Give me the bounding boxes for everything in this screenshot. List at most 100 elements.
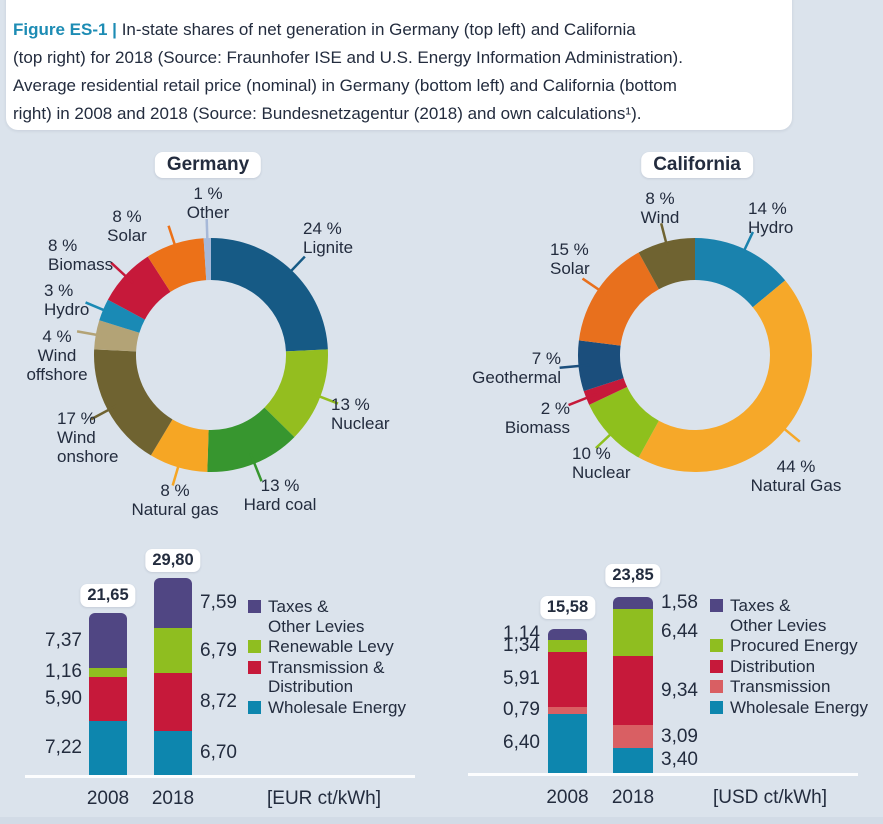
value-label-transmission-distribution-2008: 5,90 xyxy=(45,687,82,709)
bar-segment-renewable-levy-2008 xyxy=(89,668,127,677)
legend-swatch-wholesale-energy xyxy=(248,700,261,714)
donut-slice-nuclear xyxy=(589,386,659,458)
caption-text-1: In-state shares of net generation in Ger… xyxy=(121,20,636,39)
bar-segment-wholesale-energy-2018 xyxy=(154,730,192,775)
legend-item-wholesale-energy: Wholesale Energy xyxy=(248,698,406,718)
legend-label-line: Renewable Levy xyxy=(268,637,394,656)
donut-label-line: offshore xyxy=(26,365,88,384)
value-label-distribution-2018: 9,34 xyxy=(661,679,698,701)
donut-slice-biomass xyxy=(583,378,628,405)
donut-label-line: 15 % xyxy=(550,240,589,259)
donut-slice-biomass xyxy=(107,256,171,320)
legend-swatch-distribution xyxy=(710,659,723,673)
donut-label-line: Solar xyxy=(107,226,147,245)
donut-label-solar: 8 % Solar xyxy=(107,207,147,245)
donut-slice-wind-onshore xyxy=(93,349,173,456)
bar-segment-procured-energy-2018 xyxy=(613,608,653,657)
caption-line-3: Average residential retail price (nomina… xyxy=(13,76,677,95)
bar-segment-wholesale-energy-2018 xyxy=(613,747,653,773)
donut-slice-natural-gas xyxy=(150,419,209,472)
donut-label-line: 8 % xyxy=(112,207,142,226)
donut-label-line: Other xyxy=(186,203,230,222)
bar-segment-distribution-2008 xyxy=(548,651,587,707)
donut-label-natural-gas: 8 % Natural gas xyxy=(132,481,219,519)
donut-label-line: 24 % xyxy=(303,219,342,238)
donut-label-line: 1 % xyxy=(193,184,223,203)
legend-item-wholesale-energy: Wholesale Energy xyxy=(710,698,868,718)
california-donut xyxy=(559,222,813,473)
legend-item-transmission-distribution: Transmission & Distribution xyxy=(248,658,406,697)
donut-slice-nuclear xyxy=(264,349,329,438)
california-chart-title: California xyxy=(641,152,753,178)
bottom-strip xyxy=(0,817,883,824)
bar-segment-taxes-other-levies-2018 xyxy=(154,578,192,629)
value-label-procured-energy-2018: 6,44 xyxy=(661,621,698,643)
donut-label-line: 14 % xyxy=(748,199,787,218)
bar-segment-wholesale-energy-2008 xyxy=(89,720,127,775)
value-label-wholesale-energy-2018: 6,70 xyxy=(200,741,237,763)
value-label-taxes-other-levies-2008: 1,14 xyxy=(503,623,540,645)
donut-label-line: 10 % xyxy=(572,444,611,463)
donut-slice-hydro xyxy=(99,299,145,333)
donut-label-line: 8 % xyxy=(160,481,190,500)
legend-label: Wholesale Energy xyxy=(730,698,868,718)
donut-label-other: 1 % Other xyxy=(187,184,230,222)
donut-label-line: Hydro xyxy=(748,218,794,237)
donut-label-line: 17 % xyxy=(57,409,96,428)
legend-swatch-transmission-distribution xyxy=(248,660,261,674)
donut-label-hard-coal: 13 % Hard coal xyxy=(244,476,317,514)
unit-label-california: [USD ct/kWh] xyxy=(713,787,828,808)
bar-segment-taxes-other-levies-2008 xyxy=(89,613,127,669)
leader-line-hydro xyxy=(738,231,755,260)
total-badge-california-2008: 15,58 xyxy=(539,596,596,619)
legend-label-line: Transmission xyxy=(730,677,831,696)
total-badge-california-2018: 23,85 xyxy=(605,564,661,587)
leader-line-biomass xyxy=(568,392,597,407)
bar-segment-transmission-2018 xyxy=(613,725,653,748)
donut-label-line: Biomass xyxy=(504,418,570,437)
legend-item-taxes-other-levies: Taxes & Other Levies xyxy=(248,597,406,636)
legend-label: Wholesale Energy xyxy=(268,698,406,718)
legend-label: Taxes & Other Levies xyxy=(268,597,364,636)
donut-label-line: 44 % xyxy=(776,457,816,476)
donut-slice-geothermal xyxy=(577,340,624,392)
donut-label-line: Geothermal xyxy=(472,368,561,387)
donut-label-wind: 8 % Wind xyxy=(641,189,680,227)
legend-item-procured-energy: Procured Energy xyxy=(710,636,868,656)
value-label-wholesale-energy-2008: 7,22 xyxy=(45,736,82,758)
donut-label-line: 8 % xyxy=(645,189,675,208)
donut-label-line: Solar xyxy=(550,259,590,278)
donut-label-line: onshore xyxy=(57,447,119,466)
donut-slice-other xyxy=(203,238,211,281)
legend-label-line: Taxes & xyxy=(268,597,329,616)
leader-line-wind-onshore xyxy=(90,403,119,421)
donut-slice-solar xyxy=(147,238,207,292)
legend-label-line: Transmission & xyxy=(268,657,385,677)
legend-swatch-taxes-other-levies xyxy=(710,599,723,612)
donut-slice-solar xyxy=(578,252,659,346)
donut-label-line: Natural Gas xyxy=(750,476,842,495)
donut-label-line: Wind xyxy=(640,208,680,227)
value-label-taxes-other-levies-2018: 1,58 xyxy=(661,591,698,613)
legend-label-line: Procured Energy xyxy=(730,636,858,655)
value-label-taxes-other-levies-2018: 7,59 xyxy=(200,592,237,614)
leader-line-biomass xyxy=(110,261,134,284)
value-label-procured-energy-2008: 1,34 xyxy=(503,634,540,656)
legend-swatch-transmission xyxy=(710,680,723,693)
bar-segment-distribution-2018 xyxy=(613,656,653,726)
bar-segment-transmission-2008 xyxy=(548,706,587,714)
leader-line-geothermal xyxy=(559,363,590,370)
value-label-renewable-levy-2018: 6,79 xyxy=(200,639,237,661)
legend-label: Taxes & Other Levies xyxy=(730,596,826,635)
value-label-renewable-levy-2008: 1,16 xyxy=(45,661,82,683)
legend-swatch-wholesale-energy xyxy=(710,700,723,714)
donut-label-nuclear: 10 % Nuclear xyxy=(572,444,631,482)
donut-label-line: Wind xyxy=(57,428,96,447)
legend-germany: Taxes & Other Levies Renewable Levy Transmi… xyxy=(248,597,406,718)
axis-label-germany-2008: 2008 xyxy=(86,788,130,809)
value-label-wholesale-energy-2018: 3,40 xyxy=(661,749,698,771)
california-baseline xyxy=(468,773,858,776)
legend-label-line: Other Levies xyxy=(268,616,365,636)
legend-label: Transmission & Distribution xyxy=(268,658,385,697)
